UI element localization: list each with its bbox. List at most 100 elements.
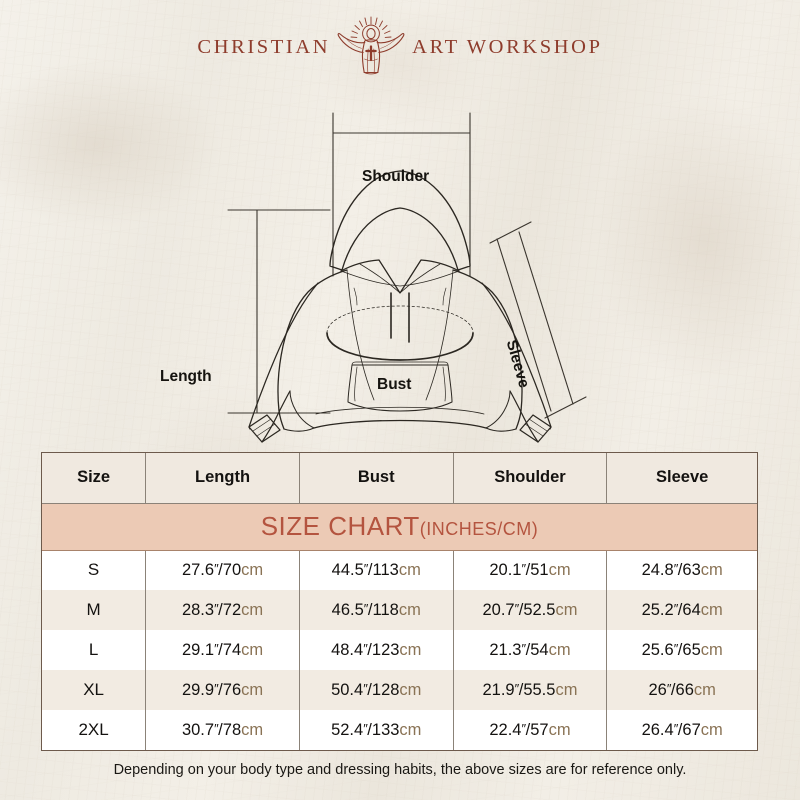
size-chart-title-cell: SIZE CHART(INCHES/CM) [42, 503, 757, 551]
inch-mark: ″ [363, 640, 368, 656]
unit-separator: / [677, 720, 683, 739]
cell-bust: 44.5″/113cm [299, 550, 454, 590]
value-inches: 29.9 [181, 680, 215, 699]
value-inches: 25.6 [641, 640, 674, 659]
cell-shoulder: 21.3″/54cm [453, 630, 608, 670]
cell-size: XL [42, 670, 147, 710]
value-centimeters: 55.5 [523, 680, 556, 699]
value-inches: 26.4 [641, 720, 674, 739]
cm-suffix: cm [548, 560, 571, 579]
cm-suffix: cm [700, 640, 723, 659]
cm-suffix: cm [241, 640, 264, 659]
cell-sleeve: 25.2″/64cm [606, 590, 757, 630]
hoodie-measurement-diagram: Shoulder Length Bust Sleeve [0, 80, 800, 450]
cell-sleeve: 24.8″/63cm [607, 550, 757, 590]
cm-suffix: cm [241, 680, 264, 699]
cell-size: L [42, 630, 147, 670]
size-chart-table-container: SIZE CHART(INCHES/CM) Size Length Bust S… [41, 452, 758, 751]
value-inches: 44.5 [331, 560, 364, 579]
table-header-row: Size Length Bust Shoulder Sleeve [42, 453, 757, 504]
unit-separator: / [525, 560, 531, 579]
cell-size: M [42, 590, 147, 630]
value-inches: 48.4 [331, 640, 364, 659]
size-chart-title: SIZE CHART(INCHES/CM) [261, 511, 539, 541]
value-inches: 29.1 [181, 640, 215, 659]
cm-suffix: cm [548, 640, 571, 659]
value-inches: 20.7 [482, 600, 515, 619]
column-header-size: Size [42, 453, 147, 504]
sleeve-dimension-line [489, 221, 587, 419]
size-chart-title-row: SIZE CHART(INCHES/CM) [42, 503, 757, 551]
cm-suffix: cm [548, 720, 571, 739]
value-centimeters: 118 [372, 600, 399, 619]
unit-separator: / [218, 560, 223, 579]
cm-suffix: cm [399, 640, 422, 659]
inch-mark: ″ [214, 640, 219, 656]
inch-mark: ″ [514, 680, 520, 696]
value-centimeters: 67 [682, 720, 701, 739]
inch-mark: ″ [521, 640, 527, 656]
value-centimeters: 52.5 [523, 600, 556, 619]
cm-suffix: cm [398, 560, 421, 579]
table-body: S 27.6″/70cm 44.5″/113cm 20.1″/51cm 24.8″/63… [42, 550, 757, 750]
cell-bust: 50.4″/128cm [299, 670, 454, 710]
value-inches: 25.2 [641, 600, 674, 619]
value-inches: 27.6 [181, 560, 215, 579]
shoulder-dimension-line [332, 112, 471, 277]
unit-separator: / [525, 640, 531, 659]
cell-length: 28.3″/72cm [145, 590, 300, 630]
brand-word-right: ART WORKSHOP [412, 35, 603, 58]
cell-size: S [42, 550, 147, 590]
unit-separator: / [518, 680, 524, 699]
cm-suffix: cm [693, 680, 716, 699]
table-row: XL 29.9″/76cm 50.4″/128cm 21.9″/55.5cm 26″/6… [42, 670, 757, 710]
value-centimeters: 72 [222, 600, 242, 619]
value-inches: 21.3 [489, 640, 522, 659]
value-centimeters: 64 [682, 600, 701, 619]
cell-shoulder: 20.7″/52.5cm [453, 590, 608, 630]
diagram-label-shoulder: Shoulder [362, 168, 430, 185]
unit-separator: / [218, 720, 223, 739]
cell-shoulder: 22.4″/57cm [453, 710, 608, 750]
cell-sleeve: 26″/66cm [606, 670, 757, 710]
cm-suffix: cm [399, 680, 422, 699]
unit-separator: / [670, 680, 676, 699]
unit-separator: / [367, 720, 372, 739]
inch-mark: ″ [214, 600, 219, 616]
cell-bust: 52.4″/133cm [299, 710, 454, 750]
cm-suffix: cm [399, 720, 422, 739]
unit-separator: / [218, 600, 223, 619]
value-inches: 52.4 [331, 720, 364, 739]
table-row: 2XL 30.7″/78cm 52.4″/133cm 22.4″/57cm 26.4″/… [42, 710, 757, 750]
cell-length: 30.7″/78cm [145, 710, 300, 750]
unit-separator: / [677, 600, 683, 619]
value-centimeters: 54 [530, 640, 549, 659]
value-centimeters: 113 [372, 560, 399, 579]
inch-mark: ″ [363, 600, 369, 616]
inch-mark: ″ [521, 720, 527, 736]
value-inches: 24.8 [641, 560, 674, 579]
cm-suffix: cm [555, 680, 578, 699]
cell-sleeve: 26.4″/67cm [607, 710, 757, 750]
cm-suffix: cm [241, 720, 264, 739]
cm-suffix: cm [398, 600, 421, 619]
brand-word-left: CHRISTIAN [197, 35, 331, 58]
value-centimeters: 76 [222, 680, 242, 699]
unit-separator: / [677, 640, 683, 659]
column-header-length: Length [145, 453, 300, 504]
value-centimeters: 74 [222, 640, 242, 659]
value-centimeters: 78 [222, 720, 242, 739]
inch-mark: ″ [363, 680, 368, 696]
cell-shoulder: 21.9″/55.5cm [453, 670, 608, 710]
value-centimeters: 65 [682, 640, 701, 659]
length-dimension-line [227, 209, 331, 414]
unit-separator: / [525, 720, 531, 739]
value-inches: 20.1 [489, 560, 522, 579]
inch-mark: ″ [363, 720, 368, 736]
cm-suffix: cm [555, 600, 578, 619]
cm-suffix: cm [241, 600, 264, 619]
inch-mark: ″ [514, 600, 520, 616]
cm-suffix: cm [700, 720, 723, 739]
value-inches: 26 [648, 680, 667, 699]
unit-separator: / [367, 600, 373, 619]
